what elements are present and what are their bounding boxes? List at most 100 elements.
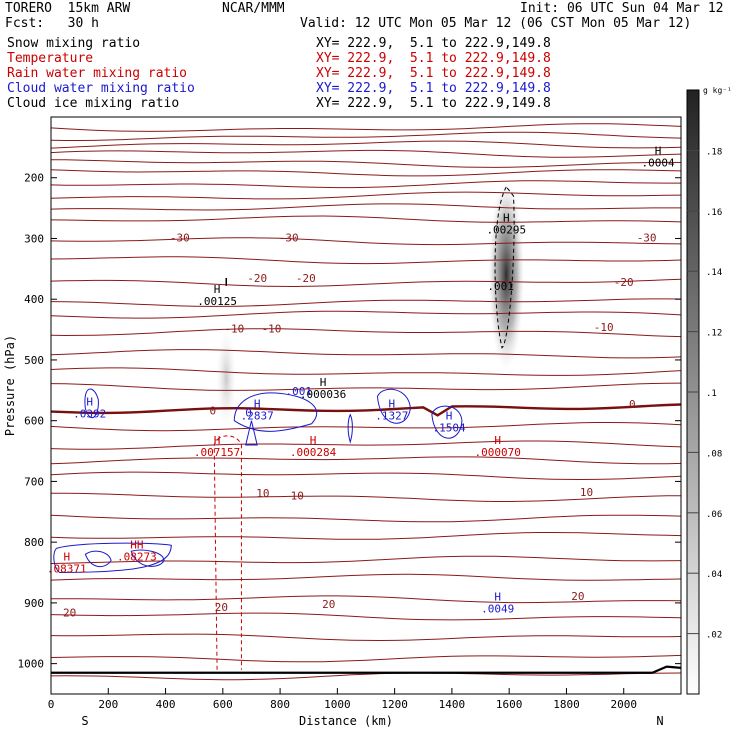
legend-xy: XY= 222.9, 5.1 to 222.9,149.8 [316, 81, 551, 96]
maximum-marker: 0 [245, 407, 252, 420]
rain-water-contour [213, 435, 242, 670]
isotherm-label: 0 [629, 398, 636, 411]
isotherm [50, 140, 682, 149]
y-tick-label: 500 [24, 354, 44, 367]
isotherm [50, 203, 681, 211]
isotherm-label: -10 [262, 323, 282, 336]
y-tick-label: 700 [24, 475, 44, 488]
maximum-value: .000036 [300, 388, 346, 401]
snow-shading-north [488, 179, 525, 370]
maximum-marker: H [320, 376, 327, 389]
isotherm [50, 471, 682, 481]
x-tick-label: 1800 [553, 698, 580, 711]
isotherm [50, 654, 682, 663]
maximum-value: .001 [285, 385, 312, 398]
isotherm-label: 20 [63, 606, 76, 619]
isotherm [50, 278, 682, 288]
x-tick-label: 200 [98, 698, 118, 711]
south-label: S [81, 714, 88, 728]
maximum-value: .1504 [432, 422, 465, 435]
isotherm [50, 256, 682, 265]
colorbar-tick-label: .12 [706, 329, 722, 339]
isotherm [51, 492, 682, 502]
maximum-value: .00125 [197, 295, 237, 308]
isotherm-label: -30 [170, 232, 190, 245]
plot-frame [50, 116, 682, 695]
maximum-marker: H [446, 410, 453, 423]
isotherm [50, 573, 682, 581]
legend-label: Temperature [7, 51, 94, 66]
isotherm-label: -10 [594, 321, 614, 334]
cloud-water-contour [431, 405, 463, 439]
freezing-level-isotherm [50, 403, 682, 417]
maximum-marker: H [86, 396, 93, 409]
legend-xy: XY= 222.9, 5.1 to 222.9,149.8 [316, 66, 551, 81]
maximum-value: .000284 [290, 446, 337, 459]
cloud-water-contour [233, 392, 318, 432]
maximum-marker: H [494, 591, 501, 604]
x-tick-label: 1600 [496, 698, 523, 711]
init-time: Init: 06 UTC Sun 04 Mar 12 [520, 1, 724, 16]
cloud-water-contour [245, 420, 258, 446]
isotherm [50, 633, 682, 642]
isotherm [50, 422, 682, 432]
north-label: N [656, 714, 663, 728]
legend-xy: XY= 222.9, 5.1 to 222.9,149.8 [316, 36, 551, 51]
isotherm [50, 149, 682, 158]
isotherm [50, 514, 682, 523]
cloud-water-contour [376, 388, 411, 424]
legend-label: Cloud ice mixing ratio [7, 96, 180, 111]
legend-xy: XY= 222.9, 5.1 to 222.9,149.8 [316, 96, 551, 111]
isotherm [50, 169, 682, 177]
isotherm [50, 123, 682, 132]
maximum-value: .00295 [486, 224, 526, 237]
legend-label: Cloud water mixing ratio [7, 81, 195, 96]
colorbar-tick-label: .1 [706, 389, 717, 399]
maximum-marker: H [214, 434, 221, 447]
maximum-marker: H [254, 397, 261, 410]
y-tick-label: 200 [24, 172, 44, 185]
maximum-marker: H [388, 397, 395, 410]
x-tick-label: 2000 [610, 698, 637, 711]
isotherm-label: -30 [279, 232, 299, 245]
isotherm [50, 532, 682, 540]
terrain-line [51, 665, 682, 674]
isotherm-label: 10 [580, 486, 593, 499]
colorbar-tick-label: .14 [706, 268, 722, 278]
isotherm-label: -20 [614, 276, 634, 289]
isotherm-label: 10 [291, 490, 304, 503]
model-title: TORERO 15km ARW [5, 1, 131, 16]
isotherm-label: 20 [322, 598, 335, 611]
legend-label: Rain water mixing ratio [7, 66, 188, 81]
isotherm-label: -20 [296, 272, 316, 285]
maximum-marker: H [214, 283, 221, 296]
maximum-value: .001 [487, 280, 514, 293]
maximum-value: .0004 [642, 157, 675, 170]
maximum-value: .0049 [481, 603, 514, 616]
isotherm [50, 382, 682, 391]
forecast-hour: Fcst: 30 h [5, 16, 99, 31]
isotherm [50, 180, 681, 189]
valid-time: Valid: 12 UTC Mon 05 Mar 12 (06 CST Mon … [300, 16, 692, 31]
cloud-water-contour [347, 413, 353, 444]
y-tick-label: 800 [24, 536, 44, 549]
colorbar-tick-label: .02 [706, 631, 722, 641]
isotherm-label: -20 [247, 272, 267, 285]
isotherm [50, 298, 682, 307]
isotherm-label: -10 [224, 323, 244, 336]
y-tick-label: 1000 [18, 658, 45, 671]
cloud-ice-contour [494, 185, 515, 349]
maximum-value: .0392 [73, 408, 106, 421]
x-tick-label: 1400 [439, 698, 466, 711]
colorbar-tick-label: .04 [706, 570, 722, 580]
x-tick-label: 800 [270, 698, 290, 711]
isotherm [50, 191, 682, 200]
isotherm [50, 555, 682, 564]
maximum-marker: H [310, 434, 317, 447]
snow-shading-south [216, 328, 237, 429]
isotherm [50, 456, 682, 465]
isotherm [50, 672, 682, 681]
isotherm [50, 612, 682, 621]
colorbar-unit: g kg⁻¹ [703, 86, 732, 95]
